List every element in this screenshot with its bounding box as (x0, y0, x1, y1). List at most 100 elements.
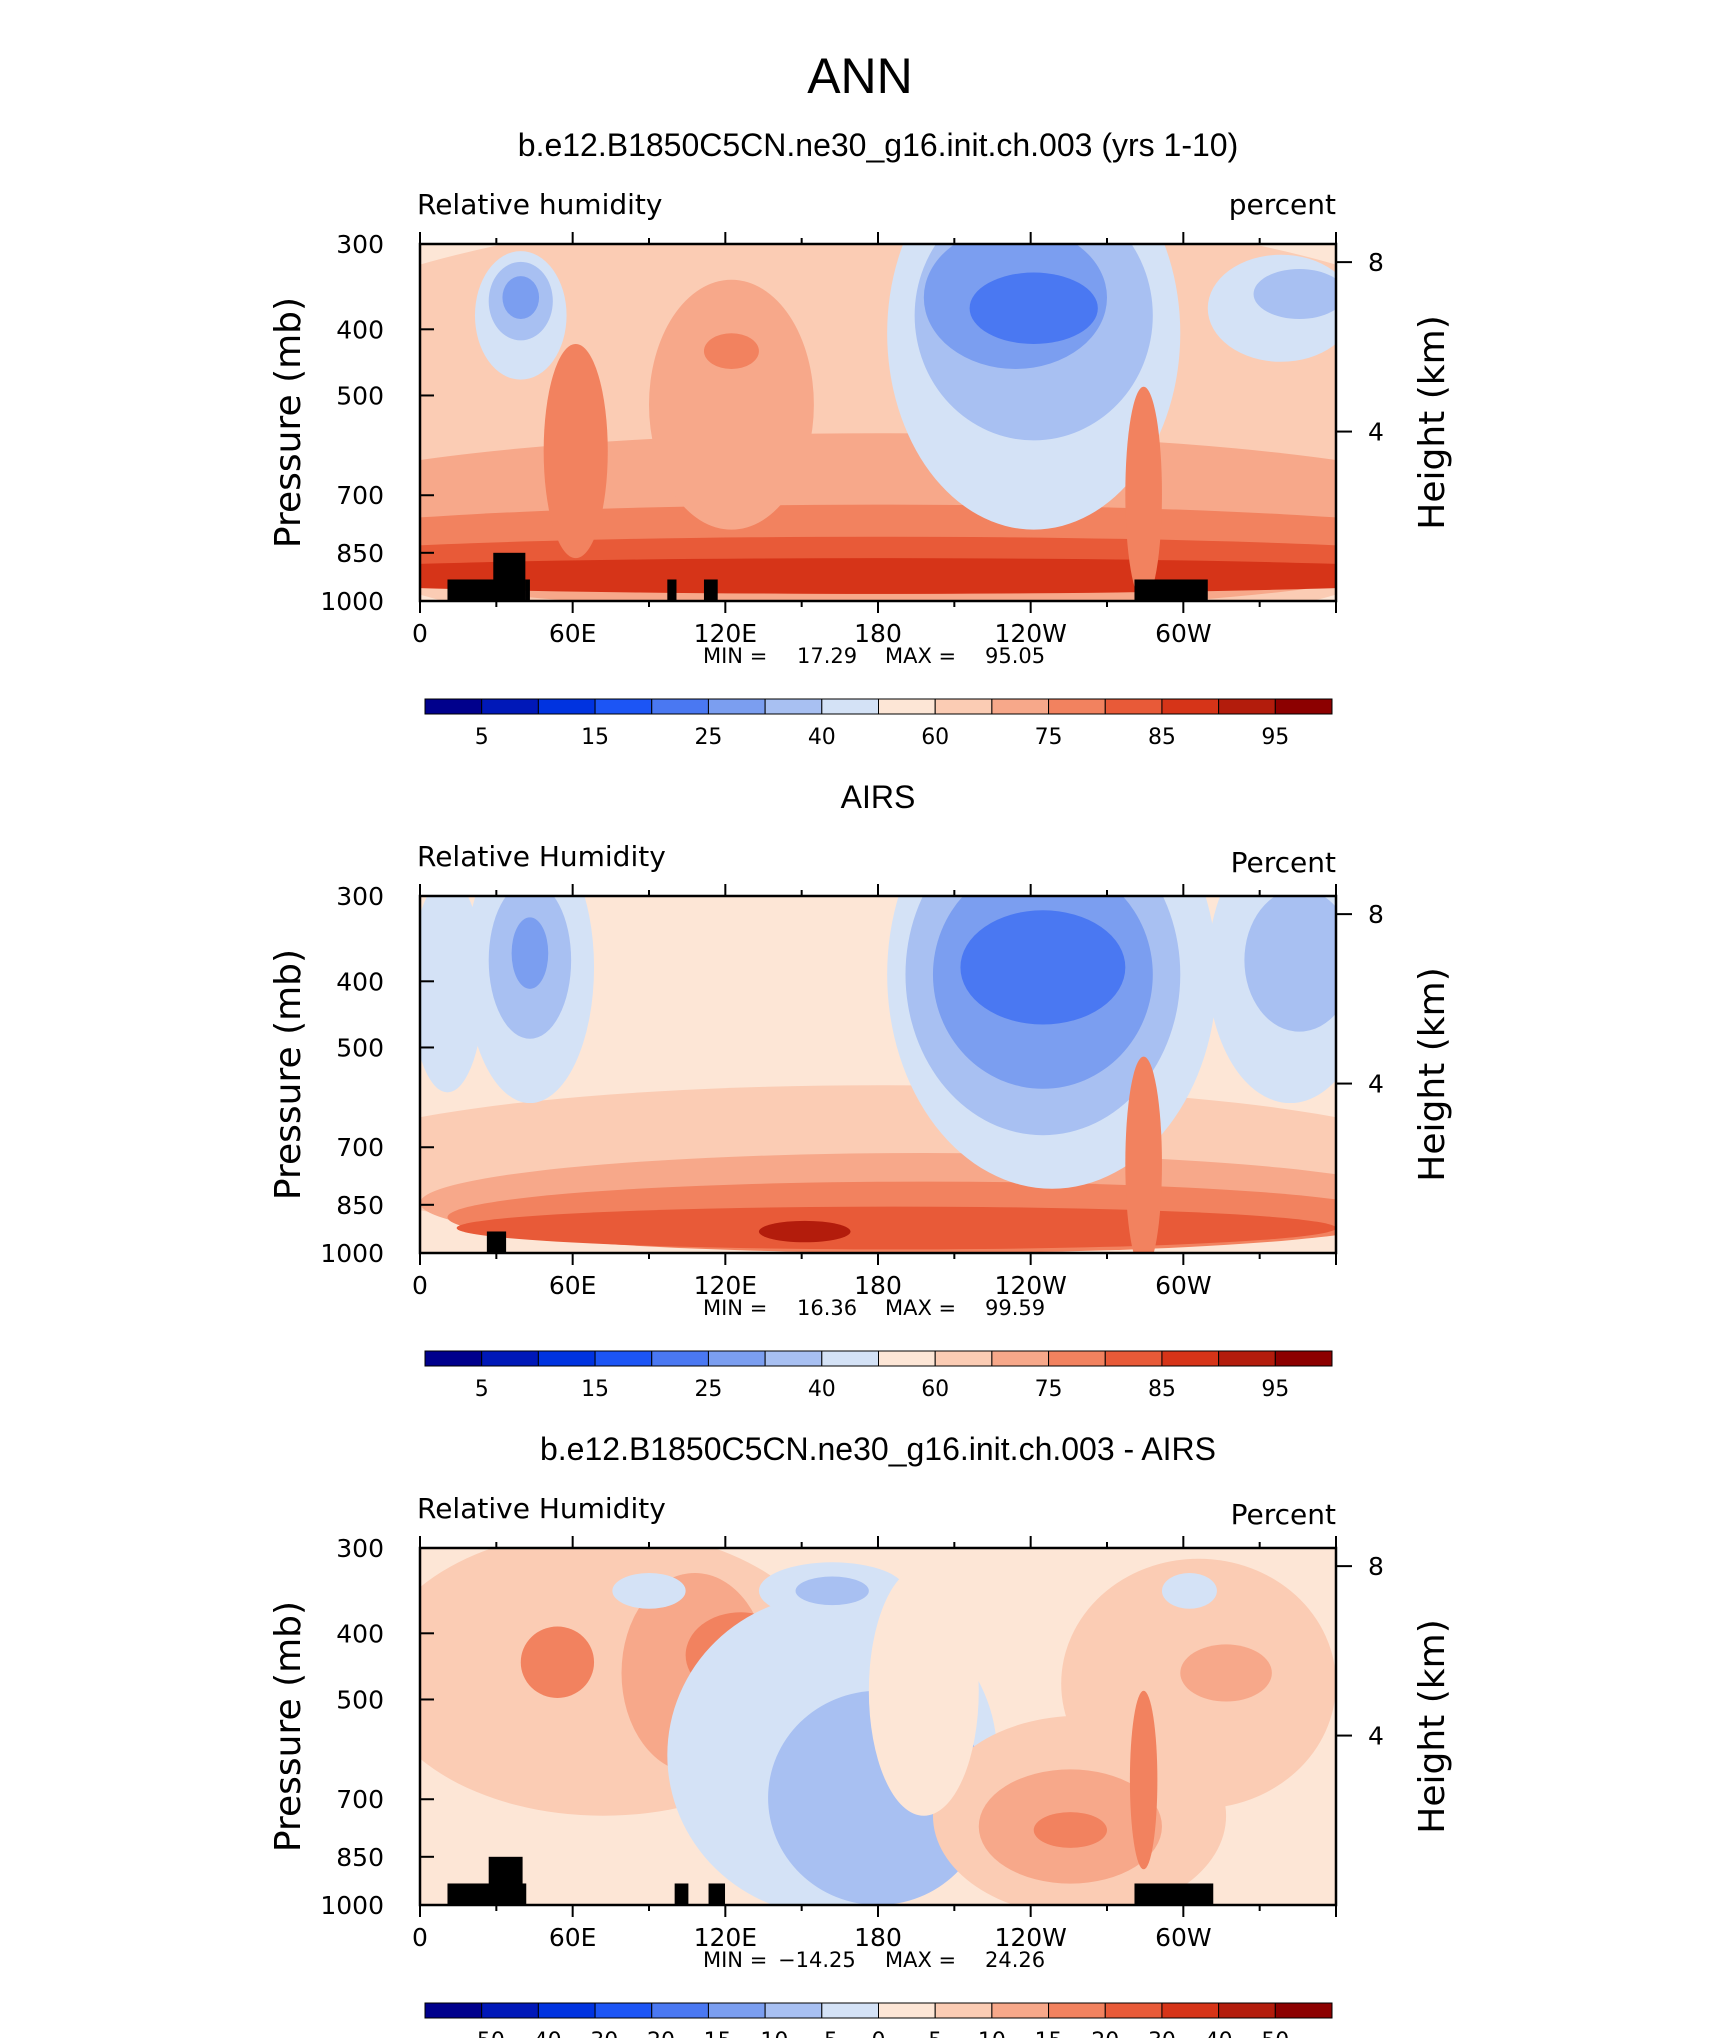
stats-max-label: MAX = (885, 644, 956, 668)
colorbar-label: 40 (808, 725, 836, 750)
colorbar-box (1104, 698, 1163, 715)
colorbar-label: 40 (1205, 2029, 1233, 2038)
colorbar-box (651, 698, 709, 715)
x-tick-label: 60E (549, 1923, 597, 1952)
colorbar-box (537, 698, 596, 715)
colorbar-box (424, 2002, 483, 2019)
colorbar-box (1048, 698, 1106, 715)
colorbar-box (1161, 698, 1220, 715)
x-tick-label: 120E (694, 619, 758, 648)
contour-region (649, 279, 814, 530)
x-tick-label: 60W (1155, 1271, 1212, 1300)
y2-tick-label: 8 (1368, 900, 1384, 929)
colorbar-label: −50 (458, 2029, 504, 2038)
colorbar-box (991, 1350, 1050, 1367)
colorbar-box (594, 2002, 653, 2019)
contour-region (612, 1572, 686, 1609)
contour-region (1161, 1572, 1217, 1609)
contour-region (1180, 1644, 1272, 1702)
colorbar-box (537, 2002, 596, 2019)
land-mask (1134, 1883, 1214, 1905)
colorbar-label: 15 (1035, 2029, 1063, 2038)
x-tick-label: 60E (549, 1271, 597, 1300)
colorbar-box (594, 1350, 653, 1367)
y2-tick-label: 8 (1368, 1552, 1384, 1581)
colorbar-box (764, 1350, 823, 1367)
land-mask (708, 1883, 726, 1905)
contour-region (960, 910, 1126, 1025)
stats-min-label: MIN = (703, 1948, 767, 1972)
x-tick-label: 120W (994, 1271, 1066, 1300)
x-tick-label: 120W (994, 1923, 1066, 1952)
y-tick-label: 850 (336, 1843, 384, 1872)
contour-region (511, 917, 549, 989)
colorbar-label: 10 (978, 2029, 1006, 2038)
y-tick-label: 400 (336, 1619, 384, 1648)
colorbar-label: 75 (1035, 725, 1063, 750)
y-tick-label: 1000 (320, 587, 384, 616)
colorbar-label: −30 (572, 2029, 618, 2038)
colorbar-box (1048, 1350, 1106, 1367)
colorbar-box (1161, 1350, 1220, 1367)
contour-region (1253, 268, 1336, 319)
colorbar-box (821, 2002, 879, 2019)
stats-min-value: −14.25 (778, 1948, 856, 1972)
y2-axis-title: Height (km) (1412, 315, 1453, 529)
colorbar: 5 15 25 40 60 75 85 95 (424, 698, 1333, 750)
colorbar-box (1274, 2002, 1333, 2019)
y2-tick-label: 4 (1368, 1722, 1384, 1751)
units-label: Percent (1231, 1498, 1336, 1531)
x-tick-label: 120W (994, 619, 1066, 648)
contour-region (758, 1220, 851, 1243)
y-tick-label: 700 (336, 1133, 384, 1162)
y-axis-title: Pressure (mb) (268, 297, 309, 548)
y2-tick-label: 8 (1368, 248, 1384, 277)
colorbar-label: 25 (694, 725, 722, 750)
x-tick-label: 0 (412, 1271, 428, 1300)
colorbar-box (821, 698, 879, 715)
colorbar-label: 30 (1148, 2029, 1176, 2038)
contour-field (420, 896, 1336, 1253)
contour-region (520, 1626, 595, 1698)
stats-max-label: MAX = (885, 1948, 956, 1972)
stats-max-value: 95.05 (985, 644, 1045, 668)
panel-title: AIRS (841, 779, 916, 815)
panel-1: b.e12.B1850C5CN.ne30_g16.init.ch.003 (yr… (268, 127, 1453, 750)
land-mask (674, 1883, 689, 1905)
colorbar-box (878, 1350, 936, 1367)
panel-title: b.e12.B1850C5CN.ne30_g16.init.ch.003 - A… (540, 1431, 1216, 1467)
colorbar: −50−40−30−20−15−10−505101520304050 (424, 2002, 1333, 2038)
contour-field (420, 1548, 1336, 1905)
colorbar-label: 95 (1261, 725, 1289, 750)
panel-3: b.e12.B1850C5CN.ne30_g16.init.ch.003 - A… (268, 1431, 1453, 2038)
colorbar-label: 15 (581, 1377, 609, 1402)
stats-min-label: MIN = (703, 644, 767, 668)
contour-field (420, 244, 1336, 601)
y-tick-label: 300 (336, 230, 384, 259)
x-tick-label: 0 (412, 619, 428, 648)
contour-region (1125, 386, 1162, 601)
y2-tick-label: 4 (1368, 1070, 1384, 1099)
colorbar-box (1274, 698, 1333, 715)
y-tick-label: 1000 (320, 1239, 384, 1268)
y2-axis-title: Height (km) (1412, 967, 1453, 1181)
land-mask (667, 579, 677, 601)
colorbar-box (594, 698, 653, 715)
colorbar-label: −10 (742, 2029, 788, 2038)
variable-label: Relative Humidity (417, 1492, 666, 1525)
contour-region (420, 896, 485, 1093)
colorbar-label: 0 (872, 2029, 886, 2038)
colorbar-box (991, 698, 1050, 715)
colorbar-box (1048, 2002, 1106, 2019)
colorbar-box (1104, 2002, 1163, 2019)
contour-region (868, 1565, 979, 1816)
colorbar-label: 25 (694, 1377, 722, 1402)
x-tick-label: 180 (854, 1923, 902, 1952)
y-tick-label: 850 (336, 539, 384, 568)
contour-region (969, 272, 1098, 344)
colorbar-box (1218, 2002, 1276, 2019)
stats-max-value: 24.26 (985, 1948, 1045, 1972)
colorbar-label: 85 (1148, 725, 1176, 750)
colorbar-box (537, 1350, 596, 1367)
